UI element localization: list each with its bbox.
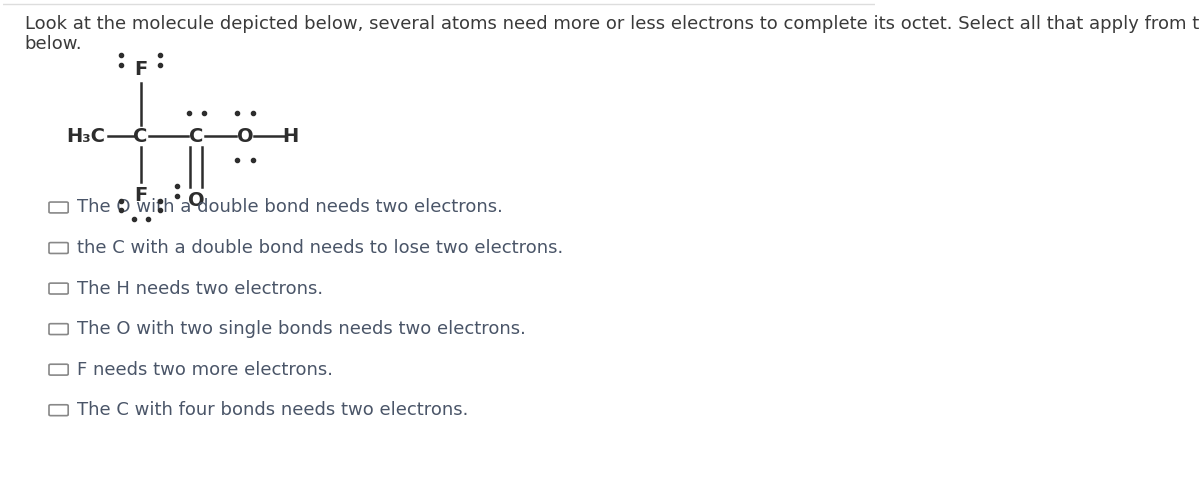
Text: Look at the molecule depicted below, several atoms need more or less electrons t: Look at the molecule depicted below, sev… bbox=[24, 15, 1200, 33]
Text: The H needs two electrons.: The H needs two electrons. bbox=[77, 280, 323, 297]
Text: C: C bbox=[190, 127, 204, 146]
FancyBboxPatch shape bbox=[49, 242, 68, 254]
Text: H: H bbox=[282, 127, 299, 146]
Text: The O with two single bonds needs two electrons.: The O with two single bonds needs two el… bbox=[77, 320, 526, 338]
Text: F needs two more electrons.: F needs two more electrons. bbox=[77, 360, 332, 378]
Text: F: F bbox=[134, 60, 148, 79]
FancyBboxPatch shape bbox=[49, 283, 68, 294]
FancyBboxPatch shape bbox=[49, 324, 68, 334]
FancyBboxPatch shape bbox=[49, 364, 68, 375]
Text: O: O bbox=[236, 127, 253, 146]
Text: The O with a double bond needs two electrons.: The O with a double bond needs two elect… bbox=[77, 198, 503, 216]
Text: the C with a double bond needs to lose two electrons.: the C with a double bond needs to lose t… bbox=[77, 239, 563, 257]
Text: H₃C: H₃C bbox=[66, 127, 106, 146]
Text: F: F bbox=[134, 186, 148, 205]
FancyBboxPatch shape bbox=[49, 405, 68, 415]
FancyBboxPatch shape bbox=[49, 202, 68, 213]
Text: O: O bbox=[188, 191, 205, 210]
Text: below.: below. bbox=[24, 35, 83, 53]
Text: C: C bbox=[133, 127, 148, 146]
Text: The C with four bonds needs two electrons.: The C with four bonds needs two electron… bbox=[77, 401, 468, 419]
